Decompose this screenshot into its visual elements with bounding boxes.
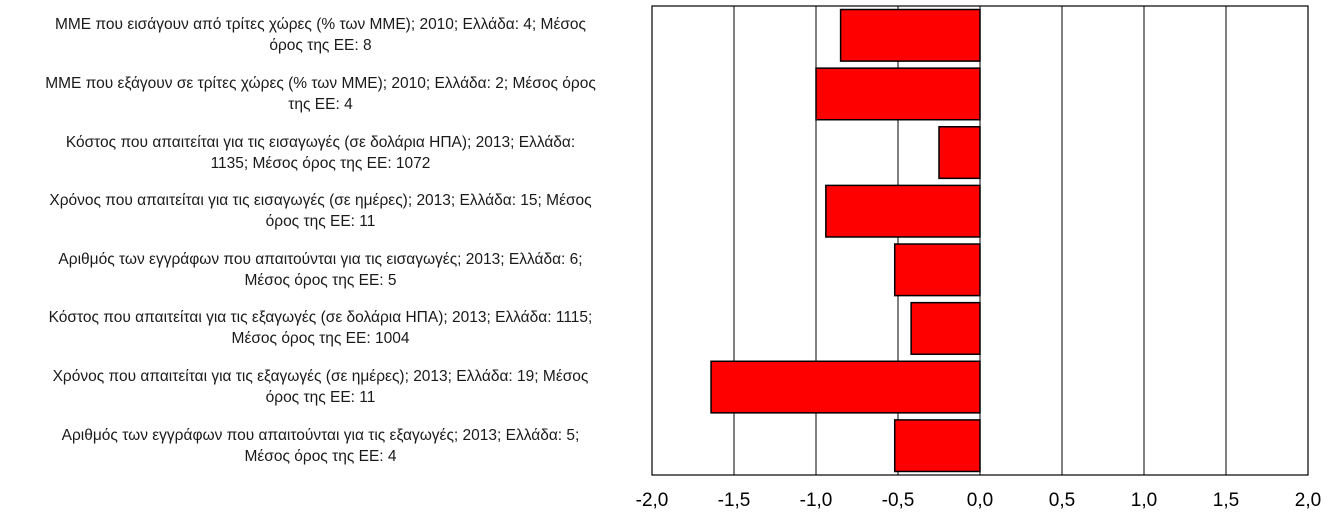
category-label-line: Αριθμός των εγγράφων που απαιτούνται για… — [61, 426, 580, 444]
category-label-line: Αριθμός των εγγράφων που απαιτούνται για… — [58, 250, 583, 268]
category-label: Κόστος που απαιτείται για τις εξαγωγές (… — [0, 307, 641, 349]
category-label: ΜΜΕ που εξάγουν σε τρίτες χώρες (% των Μ… — [0, 73, 641, 115]
category-label-line: ΜΜΕ που εισάγουν από τρίτες χώρες (% των… — [54, 16, 587, 34]
category-label: Κόστος που απαιτείται για τις εισαγωγές … — [0, 132, 641, 174]
category-label: Αριθμός των εγγράφων που απαιτούνται για… — [0, 425, 641, 467]
bar — [815, 67, 981, 121]
bar — [893, 243, 981, 297]
category-label-line: Μέσος όρος της ΕΕ: 1004 — [231, 330, 410, 348]
x-tick-label: 2,0 — [1295, 490, 1321, 511]
x-tick-label: 0,5 — [1049, 490, 1075, 511]
bar — [710, 360, 981, 414]
category-label-line: Χρόνος που απαιτείται για τις εισαγωγές … — [49, 192, 592, 210]
x-tick-label: 0,0 — [967, 490, 993, 511]
bar — [938, 126, 981, 180]
bars — [710, 8, 981, 473]
category-label-line: όρος της ΕΕ: 8 — [269, 37, 372, 55]
category-label-line: Μέσος όρος της ΕΕ: 5 — [244, 271, 397, 289]
category-label-line: όρος της ΕΕ: 11 — [265, 213, 376, 231]
category-label-line: όρος της ΕΕ: 11 — [265, 389, 376, 407]
x-tick-label: -2,0 — [636, 490, 669, 511]
category-label: ΜΜΕ που εισάγουν από τρίτες χώρες (% των… — [0, 14, 641, 56]
bar — [910, 301, 981, 355]
category-label-line: Μέσος όρος της ΕΕ: 4 — [244, 447, 397, 465]
x-tick-label: 1,0 — [1131, 490, 1157, 511]
category-label-line: Κόστος που απαιτείται για τις εισαγωγές … — [65, 133, 576, 151]
category-label: Χρόνος που απαιτείται για τις εισαγωγές … — [0, 190, 641, 232]
category-label-line: Κόστος που απαιτείται για τις εξαγωγές (… — [48, 309, 593, 327]
x-tick-label: 1,5 — [1213, 490, 1239, 511]
x-tick-label: -0,5 — [882, 490, 915, 511]
category-label: Χρόνος που απαιτείται για τις εξαγωγές (… — [0, 366, 641, 408]
category-label-line: ΜΜΕ που εξάγουν σε τρίτες χώρες (% των Μ… — [45, 74, 596, 92]
category-label: Αριθμός των εγγράφων που απαιτούνται για… — [0, 249, 641, 291]
plot-frame — [651, 5, 1309, 476]
bar — [839, 8, 981, 62]
x-tick-label: -1,0 — [800, 490, 833, 511]
bar — [893, 419, 981, 473]
bar — [825, 184, 981, 238]
category-label-line: της ΕΕ: 4 — [288, 95, 353, 113]
category-label-line: Χρόνος που απαιτείται για τις εξαγωγές (… — [52, 368, 589, 386]
category-label-line: 1135; Μέσος όρος της ΕΕ: 1072 — [210, 154, 431, 172]
x-axis-tick-labels: -2,0 -1,5 -1,0 -0,5 0,0 0,5 1,0 1,5 2,0 — [636, 490, 1322, 511]
x-tick-label: -1,5 — [718, 490, 751, 511]
